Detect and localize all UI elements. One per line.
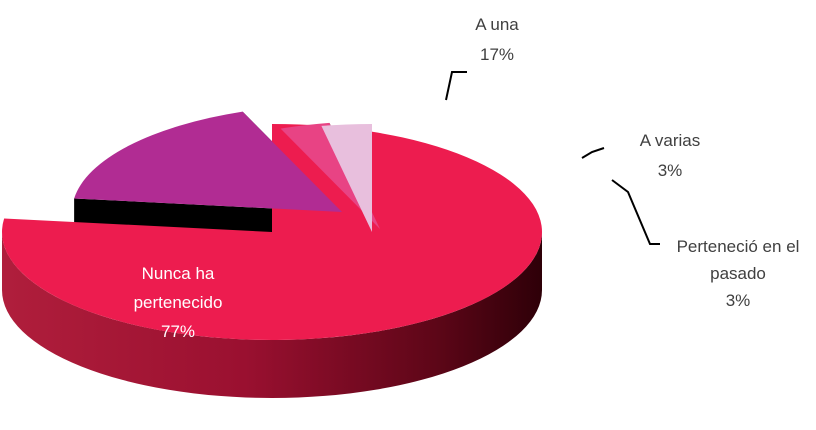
slice-labels: Nunca ha pertenecido 77% A una 17% A varias 3%… [134,15,800,341]
slice-label-3-line-1: pasado [710,264,766,283]
slice-value-label-2: 3% [658,161,683,180]
slice-1 [74,111,342,212]
slice-3 [321,124,372,232]
slice-value-label-1: 17% [480,45,514,64]
leader-line-3 [611,179,660,245]
slice-tops [1,111,542,340]
leader-line-1 [445,71,467,101]
slice-label-1-line-0: A una [475,15,519,34]
slice-label-0-line-0: Nunca ha [142,264,215,283]
leader-line-2 [581,147,605,159]
slice-value-label-3: 3% [726,291,751,310]
slice-2 [280,122,380,229]
slice-label-0-line-1: pertenecido [134,293,223,312]
slice-value-label-0: 77% [161,322,195,341]
slice-side-0 [2,232,542,398]
slice-0 [1,124,542,340]
slice-label-2-line-0: A varias [640,131,700,150]
leader-lines [445,71,660,245]
slice-label-3-line-0: Perteneció en el [677,237,800,256]
